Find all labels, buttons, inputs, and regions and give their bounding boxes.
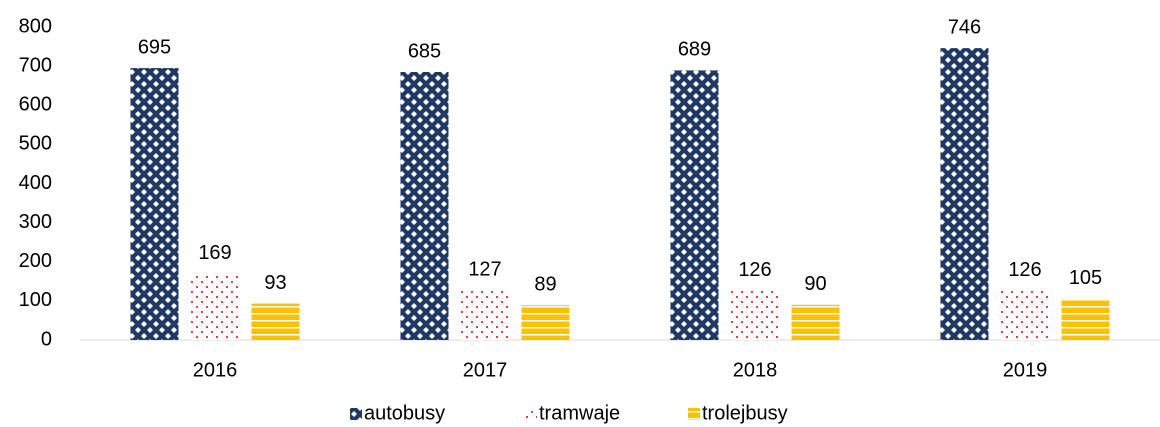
y-tick-label: 0: [41, 328, 52, 350]
data-label: 126: [738, 259, 771, 281]
bar: [130, 68, 179, 341]
legend-swatch: [688, 408, 700, 420]
y-tick-label: 100: [19, 289, 52, 311]
legend-label: autobusy: [364, 402, 445, 424]
data-label: 746: [948, 16, 981, 38]
y-tick-label: 500: [19, 133, 52, 155]
bar: [791, 304, 840, 340]
legend-label: trolejbusy: [702, 402, 788, 424]
bar: [670, 70, 719, 341]
legend-swatch: [350, 408, 362, 420]
y-tick-label: 800: [19, 15, 52, 37]
data-label: 93: [264, 272, 286, 294]
data-label: 685: [408, 40, 441, 62]
x-tick-label: 2018: [733, 359, 778, 381]
bar: [400, 71, 449, 341]
legend-swatch: [525, 408, 537, 420]
data-label: 89: [534, 273, 556, 295]
data-label: 105: [1069, 267, 1102, 289]
bar: [191, 273, 239, 340]
bar: [1061, 298, 1110, 340]
x-tick-label: 2017: [463, 359, 508, 381]
bar: [940, 48, 989, 340]
bar: [731, 290, 779, 340]
x-tick-label: 2019: [1003, 359, 1048, 381]
y-tick-label: 300: [19, 211, 52, 233]
data-label: 169: [198, 242, 231, 264]
legend-label: tramwaje: [539, 402, 620, 424]
y-tick-label: 700: [19, 54, 52, 76]
data-label: 127: [468, 259, 501, 281]
bar: [521, 305, 570, 340]
data-label: 126: [1008, 259, 1041, 281]
y-tick-label: 400: [19, 172, 52, 194]
bar: [251, 303, 300, 340]
y-tick-label: 200: [19, 250, 52, 272]
x-tick-label: 2016: [193, 359, 238, 381]
bar: [1001, 290, 1049, 340]
data-label: 90: [804, 273, 826, 295]
y-tick-label: 600: [19, 94, 52, 116]
data-label: 695: [138, 36, 171, 58]
data-label: 689: [678, 39, 711, 61]
bar: [461, 290, 509, 340]
